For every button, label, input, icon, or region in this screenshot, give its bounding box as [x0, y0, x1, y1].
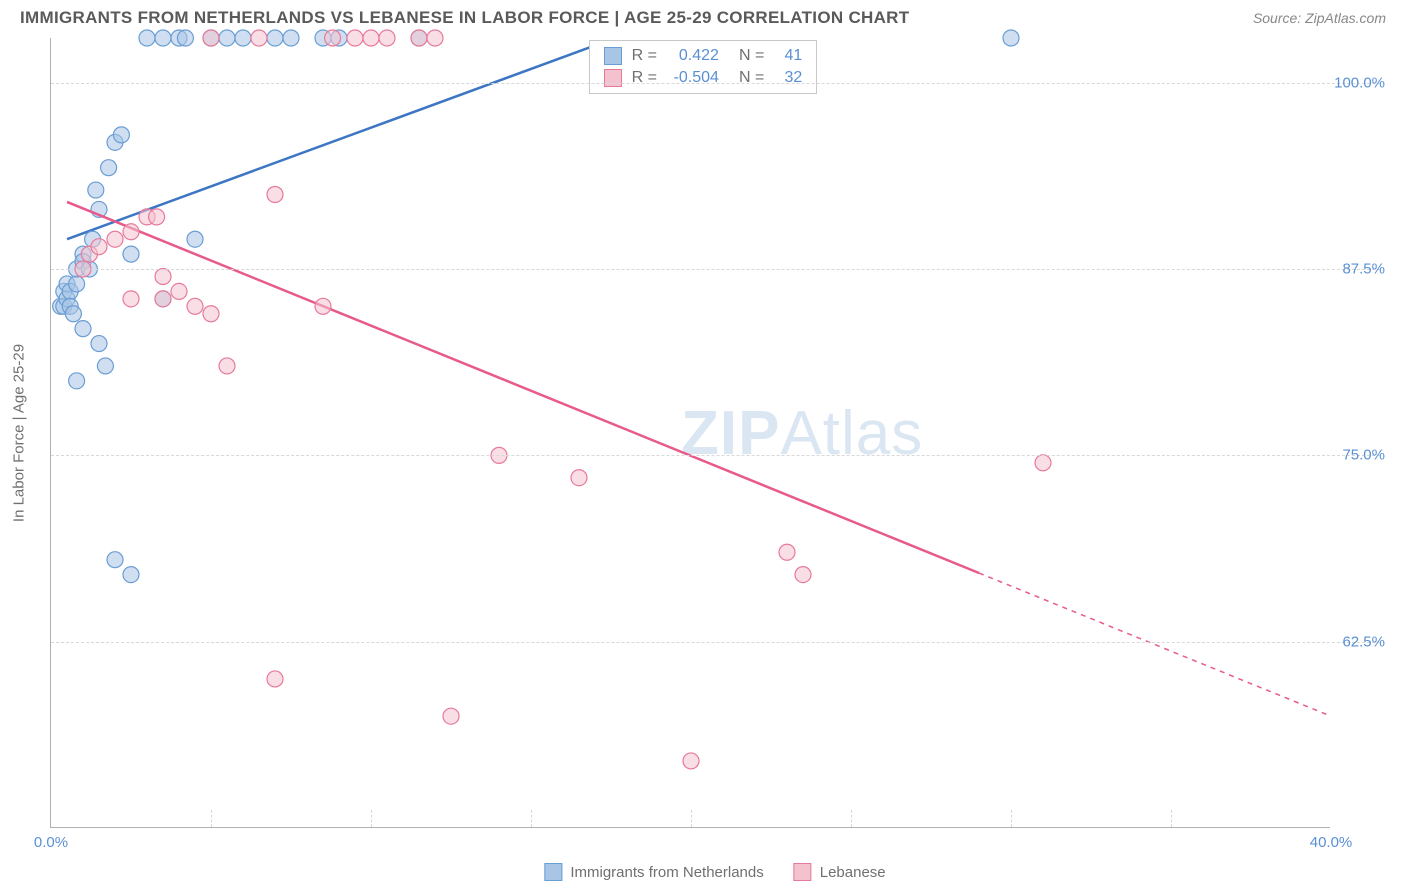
chart-svg [51, 38, 1331, 828]
data-point [203, 30, 219, 46]
gridline-v [1011, 810, 1012, 827]
stats-r-label: R = [632, 69, 657, 87]
data-point [113, 127, 129, 143]
data-point [69, 276, 85, 292]
data-point [571, 470, 587, 486]
data-point [149, 209, 165, 225]
data-point [171, 283, 187, 299]
data-point [88, 182, 104, 198]
data-point [155, 268, 171, 284]
data-point [187, 231, 203, 247]
stats-r-value: -0.504 [667, 69, 719, 87]
y-axis-label: In Labor Force | Age 25-29 [11, 343, 28, 521]
data-point [251, 30, 267, 46]
legend-swatch [794, 863, 812, 881]
data-point [283, 30, 299, 46]
data-point [779, 544, 795, 560]
gridline-v [531, 810, 532, 827]
data-point [187, 298, 203, 314]
stats-n-value: 41 [774, 47, 802, 65]
data-point [155, 30, 171, 46]
data-point [379, 30, 395, 46]
y-tick-label: 75.0% [1330, 447, 1385, 464]
data-point [267, 671, 283, 687]
data-point [325, 30, 341, 46]
data-point [107, 231, 123, 247]
data-point [123, 224, 139, 240]
data-point [347, 30, 363, 46]
data-point [219, 30, 235, 46]
y-tick-label: 100.0% [1330, 74, 1385, 91]
stats-n-label: N = [739, 47, 764, 65]
stats-row: R = -0.504 N = 32 [604, 69, 803, 87]
gridline-h [51, 642, 1380, 643]
gridline-v [371, 810, 372, 827]
y-tick-label: 62.5% [1330, 633, 1385, 650]
data-point [795, 567, 811, 583]
data-point [203, 306, 219, 322]
data-point [219, 358, 235, 374]
regression-line [67, 202, 979, 573]
data-point [315, 298, 331, 314]
data-point [427, 30, 443, 46]
data-point [101, 160, 117, 176]
legend-item: Lebanese [794, 863, 886, 881]
gridline-h [51, 83, 1380, 84]
data-point [443, 708, 459, 724]
data-point [123, 291, 139, 307]
stats-box: R = 0.422 N = 41 R = -0.504 N = 32 [589, 40, 818, 94]
legend-swatch [544, 863, 562, 881]
x-tick-label: 0.0% [34, 834, 68, 851]
plot-area: In Labor Force | Age 25-29 ZIPAtlas R =0… [50, 38, 1330, 828]
legend-label: Immigrants from Netherlands [570, 864, 763, 881]
data-point [267, 30, 283, 46]
gridline-h [51, 269, 1380, 270]
data-point [411, 30, 427, 46]
data-point [139, 30, 155, 46]
legend-swatch [604, 47, 622, 65]
legend-swatch [604, 69, 622, 87]
data-point [683, 753, 699, 769]
page-title: IMMIGRANTS FROM NETHERLANDS VS LEBANESE … [20, 8, 909, 28]
stats-row: R = 0.422 N = 41 [604, 47, 803, 65]
data-point [69, 373, 85, 389]
gridline-h [51, 455, 1380, 456]
gridline-v [1171, 810, 1172, 827]
data-point [177, 30, 193, 46]
gridline-v [851, 810, 852, 827]
data-point [123, 567, 139, 583]
gridline-v [211, 810, 212, 827]
data-point [91, 336, 107, 352]
gridline-v [691, 810, 692, 827]
x-tick-label: 40.0% [1310, 834, 1353, 851]
chart: In Labor Force | Age 25-29 ZIPAtlas R =0… [50, 38, 1380, 853]
legend-label: Lebanese [820, 864, 886, 881]
data-point [65, 306, 81, 322]
data-point [363, 30, 379, 46]
data-point [267, 187, 283, 203]
data-point [91, 239, 107, 255]
legend: Immigrants from Netherlands Lebanese [544, 863, 885, 881]
data-point [1003, 30, 1019, 46]
data-point [97, 358, 113, 374]
data-point [155, 291, 171, 307]
data-point [75, 321, 91, 337]
source-label: Source: ZipAtlas.com [1253, 10, 1386, 26]
data-point [1035, 455, 1051, 471]
stats-r-label: R = [632, 47, 657, 65]
stats-n-value: 32 [774, 69, 802, 87]
data-point [235, 30, 251, 46]
regression-line-dashed [979, 573, 1331, 716]
stats-n-label: N = [739, 69, 764, 87]
y-tick-label: 87.5% [1330, 261, 1385, 278]
data-point [107, 552, 123, 568]
data-point [123, 246, 139, 262]
stats-r-value: 0.422 [667, 47, 719, 65]
legend-item: Immigrants from Netherlands [544, 863, 763, 881]
